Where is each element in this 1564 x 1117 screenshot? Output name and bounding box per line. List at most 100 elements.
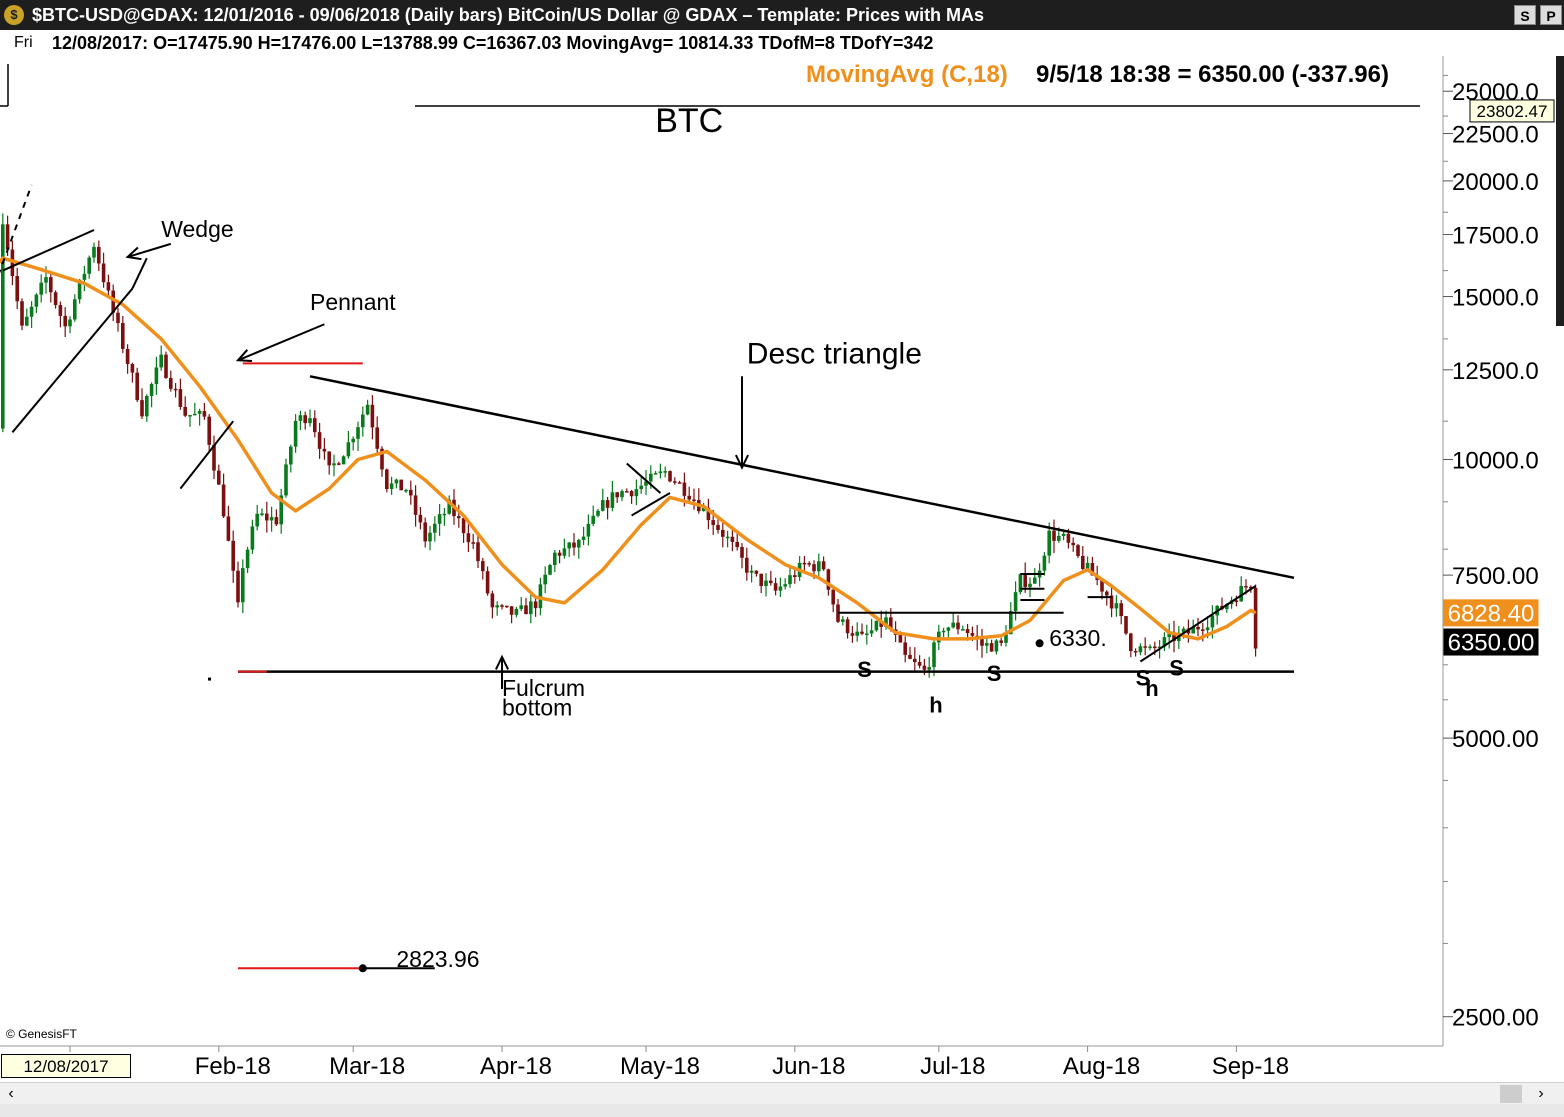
- candle-up: [610, 492, 615, 508]
- candle-down: [183, 406, 187, 416]
- candle-down: [1100, 579, 1104, 592]
- y-tick-label: 17500.0: [1452, 223, 1539, 250]
- candle-down: [317, 432, 322, 449]
- candle-down: [265, 513, 269, 521]
- candle-up: [946, 627, 951, 631]
- candle-up: [1181, 628, 1186, 633]
- bar-info-strip: Fri 12/08/2017: O=17475.90 H=17476.00 L=…: [0, 30, 1564, 56]
- scroll-left-icon[interactable]: ‹: [8, 1085, 14, 1102]
- candle-up: [985, 643, 989, 646]
- candle-up: [437, 514, 442, 524]
- candle-up: [932, 642, 936, 668]
- candle-up: [1057, 535, 1061, 541]
- horizontal-scrollbar[interactable]: ‹ ›: [0, 1082, 1564, 1105]
- trendline-flag-pole: [179, 420, 234, 490]
- candle-down: [850, 633, 855, 636]
- candle-down: [221, 484, 226, 517]
- scroll-right-icon[interactable]: ›: [1538, 1085, 1544, 1102]
- candle-up: [1225, 604, 1229, 610]
- candle-down: [754, 570, 759, 574]
- candle-up: [1013, 592, 1018, 612]
- candle-down: [625, 491, 629, 493]
- candle-down: [673, 481, 677, 483]
- candle-up: [1004, 634, 1008, 643]
- candle-up: [1191, 626, 1195, 634]
- s-button[interactable]: S: [1514, 5, 1536, 25]
- annotation-h: h: [1145, 676, 1158, 701]
- candle-down: [716, 524, 720, 530]
- candle-up: [596, 510, 600, 516]
- candle-up: [577, 539, 581, 548]
- candle-down: [1124, 616, 1128, 634]
- candle-up: [250, 526, 255, 550]
- candle-up: [1157, 646, 1162, 649]
- candle-down: [1234, 600, 1239, 602]
- candle-up: [77, 279, 82, 300]
- plot-area: [0, 56, 1443, 1046]
- candle-down: [1081, 555, 1085, 570]
- candle-down: [917, 661, 922, 666]
- candle-up: [514, 608, 519, 615]
- axis-label-price-box: [1443, 628, 1539, 656]
- candle-up: [553, 552, 557, 566]
- candle-up: [725, 536, 730, 539]
- candle-up: [749, 570, 754, 573]
- candle-up: [159, 354, 163, 368]
- candle-up: [154, 367, 159, 385]
- candle-up: [298, 415, 303, 421]
- candle-down: [173, 388, 178, 391]
- candle-down: [125, 348, 130, 365]
- candle-up: [562, 548, 567, 556]
- candle-up: [82, 273, 87, 280]
- x-tick-label: Jul-18: [920, 1053, 985, 1080]
- level-6330-dot: [1035, 639, 1044, 648]
- candle-up: [941, 630, 946, 633]
- candle-up: [442, 513, 447, 516]
- candle-down: [1201, 629, 1205, 631]
- trendline-desc-triangle-upper: [309, 375, 1295, 580]
- candle-down: [130, 364, 135, 373]
- candle-up: [778, 586, 783, 591]
- candle-up: [620, 491, 624, 498]
- candle-up: [1205, 627, 1210, 631]
- candle-down: [169, 377, 173, 389]
- candle-down: [1129, 633, 1133, 652]
- candle-up: [764, 580, 768, 587]
- candle-down: [1071, 542, 1075, 546]
- candle-up: [447, 499, 451, 514]
- candle-down: [509, 606, 514, 615]
- candle-up: [783, 584, 787, 587]
- candle-down: [461, 518, 466, 534]
- candle-up: [428, 532, 432, 542]
- p-button[interactable]: P: [1540, 5, 1562, 25]
- candle-down: [879, 620, 883, 627]
- candle-up: [92, 246, 96, 258]
- candle-up: [308, 418, 312, 424]
- trendline-may-top-1: [626, 462, 662, 494]
- candle-down: [682, 482, 687, 496]
- candle-down: [1066, 533, 1071, 543]
- annotation-pennant: Pennant: [310, 289, 396, 315]
- price-chart[interactable]: 2500.00 5000.00 7500.00 10000.0 12500.0 15000…: [0, 56, 1564, 1082]
- candle-down: [399, 479, 403, 491]
- candle-up: [0, 224, 5, 429]
- candle-up: [591, 515, 595, 524]
- candle-down: [140, 400, 144, 417]
- scroll-thumb[interactable]: [1500, 1085, 1522, 1103]
- genesis-brand: © GenesisFT: [6, 1027, 77, 1041]
- wedge-arrow: [127, 242, 172, 258]
- candle-up: [332, 463, 336, 466]
- candle-down: [1105, 591, 1109, 596]
- candle-down: [236, 570, 240, 603]
- candle-down: [471, 542, 475, 544]
- annotation-s: S: [857, 657, 872, 682]
- candle-down: [773, 583, 778, 591]
- candle-up: [529, 601, 533, 615]
- candle-up: [1047, 530, 1051, 556]
- candle-up: [567, 542, 571, 549]
- candle-down: [970, 633, 975, 636]
- candles: [0, 213, 1258, 678]
- candle-up: [25, 316, 29, 326]
- y-tick-label: 2500.00: [1452, 1005, 1539, 1032]
- candle-down: [481, 561, 485, 572]
